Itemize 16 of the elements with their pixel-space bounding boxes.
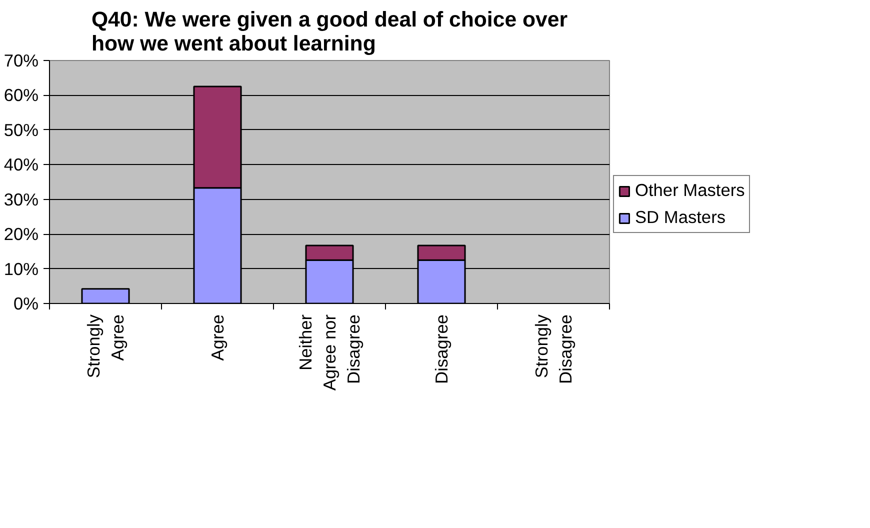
y-tick-label: 60% xyxy=(4,85,39,106)
x-tick-label: Strongly Agree xyxy=(84,314,128,378)
x-tick-label: Neither Agree nor Disagree xyxy=(296,314,364,391)
y-tick-label: 30% xyxy=(4,189,39,210)
y-tick-label: 70% xyxy=(4,50,39,70)
y-tick-label: 40% xyxy=(4,154,39,175)
y-tick-label: 20% xyxy=(4,224,39,244)
legend-label: SD Masters xyxy=(635,207,726,228)
y-tick-label: 50% xyxy=(4,120,39,140)
chart-title: Q40: We were given a good deal of choice over how we went about learning xyxy=(91,8,568,56)
x-tick-label: Strongly Disagree xyxy=(532,314,576,384)
y-tick-label: 10% xyxy=(4,258,39,279)
y-tick-label: 0% xyxy=(13,294,38,314)
legend-label: Other Masters xyxy=(635,180,745,201)
x-tick-label: Disagree xyxy=(432,314,452,384)
x-tick-label: Agree xyxy=(208,314,228,361)
